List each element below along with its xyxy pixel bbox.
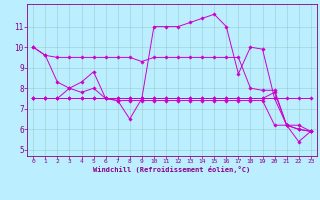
X-axis label: Windchill (Refroidissement éolien,°C): Windchill (Refroidissement éolien,°C): [93, 166, 251, 173]
